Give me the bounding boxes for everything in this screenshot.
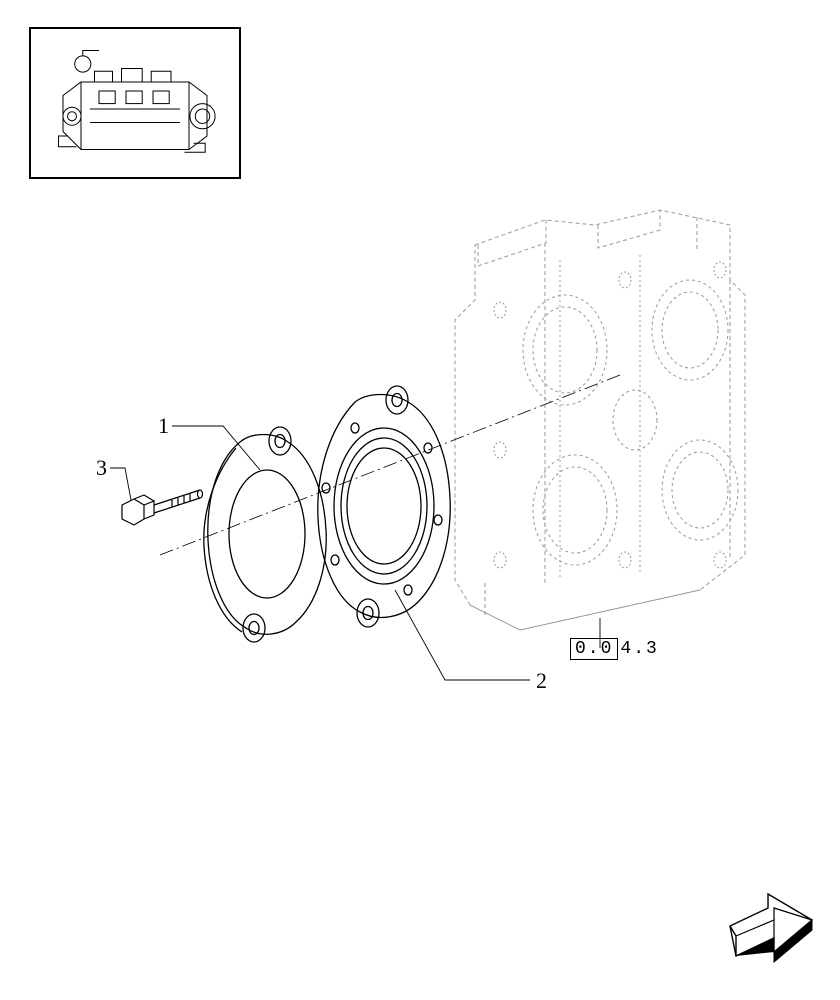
reference-suffix: 4.3 [620,639,658,659]
callout-3: 3 [96,455,107,481]
diagram-container: 1 3 2 0.0 4.3 [0,0,840,1000]
part-bolt [122,490,203,525]
nav-arrow-icon [730,894,812,962]
reference-designation: 0.0 4.3 [570,638,659,660]
part-gasket [318,386,450,627]
parts-diagram-svg [0,0,840,1000]
part-cover-plate [204,427,326,642]
callout-2: 2 [536,668,547,694]
callout-1: 1 [158,413,169,439]
phantom-gear-housing [455,210,745,630]
reference-prefix: 0.0 [570,638,618,660]
callout-leaders [110,426,600,680]
engine-thumbnail [30,28,240,178]
